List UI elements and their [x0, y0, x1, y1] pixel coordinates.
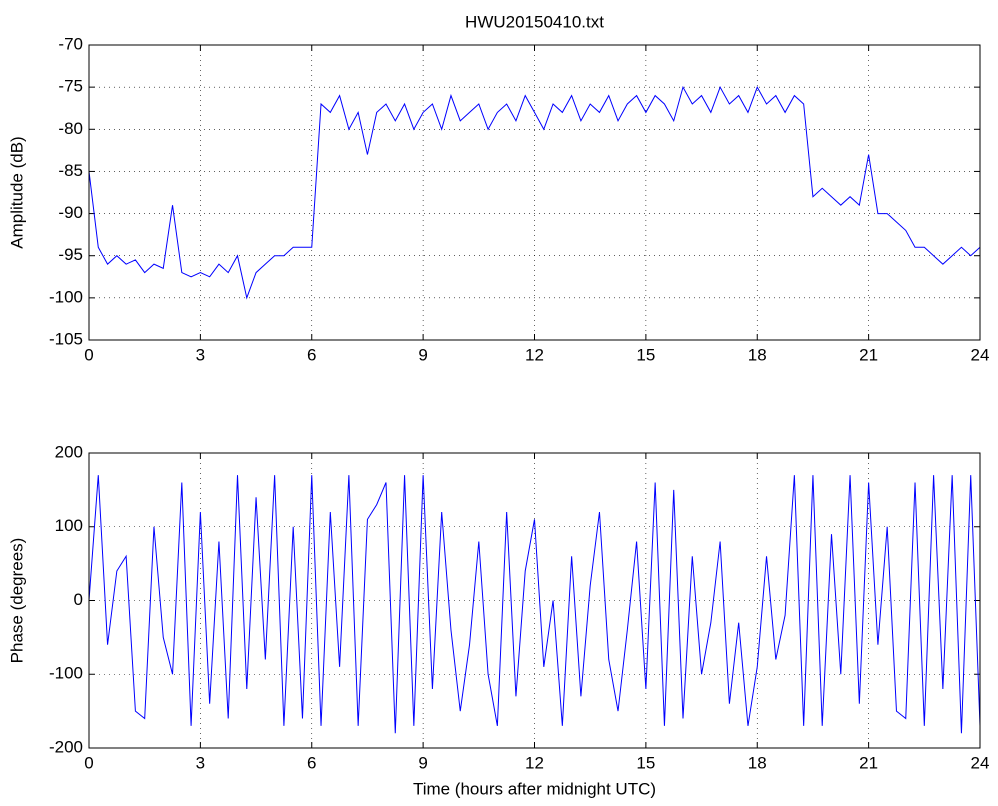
y-tick-label: -95 [58, 245, 83, 264]
y-tick-label: -75 [58, 77, 83, 96]
y-tick-label: -80 [58, 119, 83, 138]
x-tick-label: 18 [748, 753, 767, 772]
x-tick-label: 6 [307, 753, 316, 772]
y-tick-label: -90 [58, 203, 83, 222]
y-axis-label: Amplitude (dB) [7, 136, 26, 248]
x-tick-label: 0 [84, 345, 93, 364]
x-tick-label: 24 [971, 753, 990, 772]
y-tick-label: 100 [55, 516, 83, 535]
data-line [88, 475, 981, 734]
x-axis-label: Time (hours after midnight UTC) [413, 779, 656, 798]
x-tick-label: 3 [196, 345, 205, 364]
y-tick-label: -70 [58, 34, 83, 53]
x-tick-label: 9 [418, 345, 427, 364]
y-tick-label: -200 [49, 737, 83, 756]
axes-frame [88, 44, 981, 341]
x-tick-label: 12 [525, 345, 544, 364]
x-tick-label: 18 [748, 345, 767, 364]
x-tick-label: 0 [84, 753, 93, 772]
y-tick-label: 200 [55, 442, 83, 461]
data-line [88, 85, 981, 300]
x-tick-label: 24 [971, 345, 990, 364]
y-tick-label: -105 [49, 329, 83, 348]
y-tick-label: -85 [58, 161, 83, 180]
x-tick-label: 21 [859, 753, 878, 772]
x-tick-label: 21 [859, 345, 878, 364]
y-tick-label: -100 [49, 287, 83, 306]
y-tick-label: -100 [49, 664, 83, 683]
chart-title: HWU20150410.txt [465, 12, 604, 31]
x-tick-label: 15 [636, 753, 655, 772]
x-tick-label: 9 [418, 753, 427, 772]
x-tick-label: 12 [525, 753, 544, 772]
y-axis-label: Phase (degrees) [7, 538, 26, 664]
x-tick-label: 3 [196, 753, 205, 772]
x-tick-label: 15 [636, 345, 655, 364]
x-tick-label: 6 [307, 345, 316, 364]
axes-frame [88, 452, 981, 749]
y-tick-label: 0 [74, 590, 83, 609]
